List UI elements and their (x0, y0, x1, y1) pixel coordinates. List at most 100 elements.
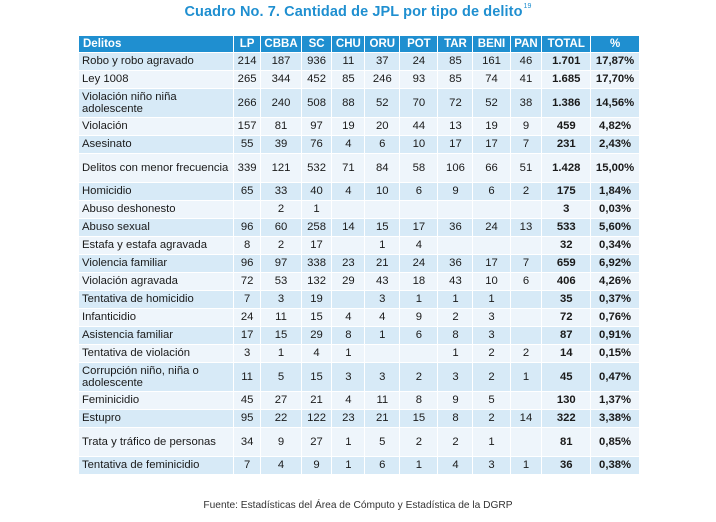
count-cell: 19 (472, 117, 511, 136)
count-cell: 240 (260, 88, 302, 118)
count-cell: 19 (300, 290, 333, 309)
count-cell: 122 (300, 409, 333, 428)
count-cell: 3 (364, 362, 401, 392)
count-cell (472, 236, 511, 255)
count-cell: 71 (331, 153, 366, 183)
count-cell: 106 (437, 153, 474, 183)
count-cell (472, 200, 511, 219)
count-cell (509, 236, 543, 255)
percent-cell: 0,03% (590, 200, 640, 219)
table-body: Robo y robo agravado 214 187 936 11 37 24 85 161… (78, 52, 640, 475)
count-cell: 15 (300, 308, 333, 327)
table-row: Delitos con menor frecuencia 339 121 532 71 8… (78, 153, 640, 183)
count-cell: 8 (437, 326, 474, 345)
count-cell: 2 (399, 427, 439, 457)
count-cell: 4 (399, 236, 439, 255)
table-row: Ley 1008 265 344 452 85 246 93 85 74 41 1.685 17,70… (78, 70, 640, 89)
table-row: Abuso deshonesto 2 1 3 0,03% (78, 200, 640, 219)
count-cell: 34 (232, 427, 262, 457)
column-header-delitos: Delitos (78, 35, 234, 53)
count-cell: 1 (331, 456, 366, 475)
count-cell: 1 (437, 344, 474, 363)
count-cell: 27 (260, 391, 302, 410)
count-cell: 1 (260, 344, 302, 363)
count-cell: 20 (364, 117, 401, 136)
count-cell: 17 (300, 236, 333, 255)
count-cell (509, 326, 543, 345)
count-cell (509, 391, 543, 410)
percent-cell: 14,56% (590, 88, 640, 118)
count-cell: 9 (399, 308, 439, 327)
count-cell: 9 (260, 427, 302, 457)
count-cell: 5 (364, 427, 401, 457)
count-cell: 1 (399, 456, 439, 475)
count-cell: 1 (300, 200, 333, 219)
total-cell: 1.386 (541, 88, 592, 118)
count-cell: 21 (364, 254, 401, 273)
percent-cell: 0,85% (590, 427, 640, 457)
count-cell (364, 344, 401, 363)
count-cell: 5 (472, 391, 511, 410)
table-row: Violación 157 81 97 19 20 44 13 19 9 459 4,82% (78, 117, 640, 136)
crime-name-cell: Infanticidio (78, 308, 234, 327)
count-cell: 93 (399, 70, 439, 89)
count-cell: 21 (300, 391, 333, 410)
crime-name-cell: Violación (78, 117, 234, 136)
count-cell: 121 (260, 153, 302, 183)
total-cell: 1.428 (541, 153, 592, 183)
count-cell: 17 (232, 326, 262, 345)
count-cell: 2 (509, 182, 543, 201)
column-header-tar: TAR (437, 35, 474, 53)
count-cell: 52 (472, 88, 511, 118)
count-cell: 38 (509, 88, 543, 118)
count-cell: 1 (437, 290, 474, 309)
crime-name-cell: Violencia familiar (78, 254, 234, 273)
table-row: Robo y robo agravado 214 187 936 11 37 24 85 161… (78, 52, 640, 71)
count-cell: 2 (437, 427, 474, 457)
count-cell: 37 (364, 52, 401, 71)
count-cell: 11 (364, 391, 401, 410)
count-cell: 4 (331, 135, 366, 154)
count-cell: 88 (331, 88, 366, 118)
count-cell: 96 (232, 254, 262, 273)
count-cell: 2 (399, 362, 439, 392)
count-cell: 4 (437, 456, 474, 475)
count-cell: 2 (472, 344, 511, 363)
count-cell: 45 (232, 391, 262, 410)
count-cell: 508 (300, 88, 333, 118)
count-cell: 33 (260, 182, 302, 201)
count-cell: 7 (232, 456, 262, 475)
count-cell: 3 (232, 344, 262, 363)
total-cell: 35 (541, 290, 592, 309)
crime-table: Delitos LP CBBA SC CHU ORU POT TAR BENI PAN TOTAL%… (78, 35, 640, 475)
count-cell: 22 (260, 409, 302, 428)
crime-name-cell: Abuso sexual (78, 218, 234, 237)
total-cell: 81 (541, 427, 592, 457)
column-header-pan: PAN (509, 35, 543, 53)
count-cell: 6 (399, 326, 439, 345)
count-cell: 8 (232, 236, 262, 255)
count-cell: 4 (331, 182, 366, 201)
total-cell: 72 (541, 308, 592, 327)
table-row: Tentativa de homicidio 7 3 19 3 1 1 1 35 0,37% (78, 290, 640, 309)
count-cell: 265 (232, 70, 262, 89)
count-cell (437, 236, 474, 255)
percent-cell: 2,43% (590, 135, 640, 154)
column-header-oru: ORU (364, 35, 401, 53)
count-cell: 1 (399, 290, 439, 309)
count-cell: 8 (399, 391, 439, 410)
count-cell: 7 (232, 290, 262, 309)
total-cell: 14 (541, 344, 592, 363)
count-cell: 24 (399, 254, 439, 273)
count-cell: 40 (300, 182, 333, 201)
count-cell: 15 (300, 362, 333, 392)
percent-cell: 15,00% (590, 153, 640, 183)
table-row: Homicidio 65 33 40 4 10 6 9 6 2 175 1,84% (78, 182, 640, 201)
total-cell: 533 (541, 218, 592, 237)
crime-name-cell: Homicidio (78, 182, 234, 201)
count-cell: 4 (300, 344, 333, 363)
crime-name-cell: Abuso deshonesto (78, 200, 234, 219)
crime-name-cell: Delitos con menor frecuencia (78, 153, 234, 183)
count-cell: 6 (364, 135, 401, 154)
count-cell: 4 (364, 308, 401, 327)
